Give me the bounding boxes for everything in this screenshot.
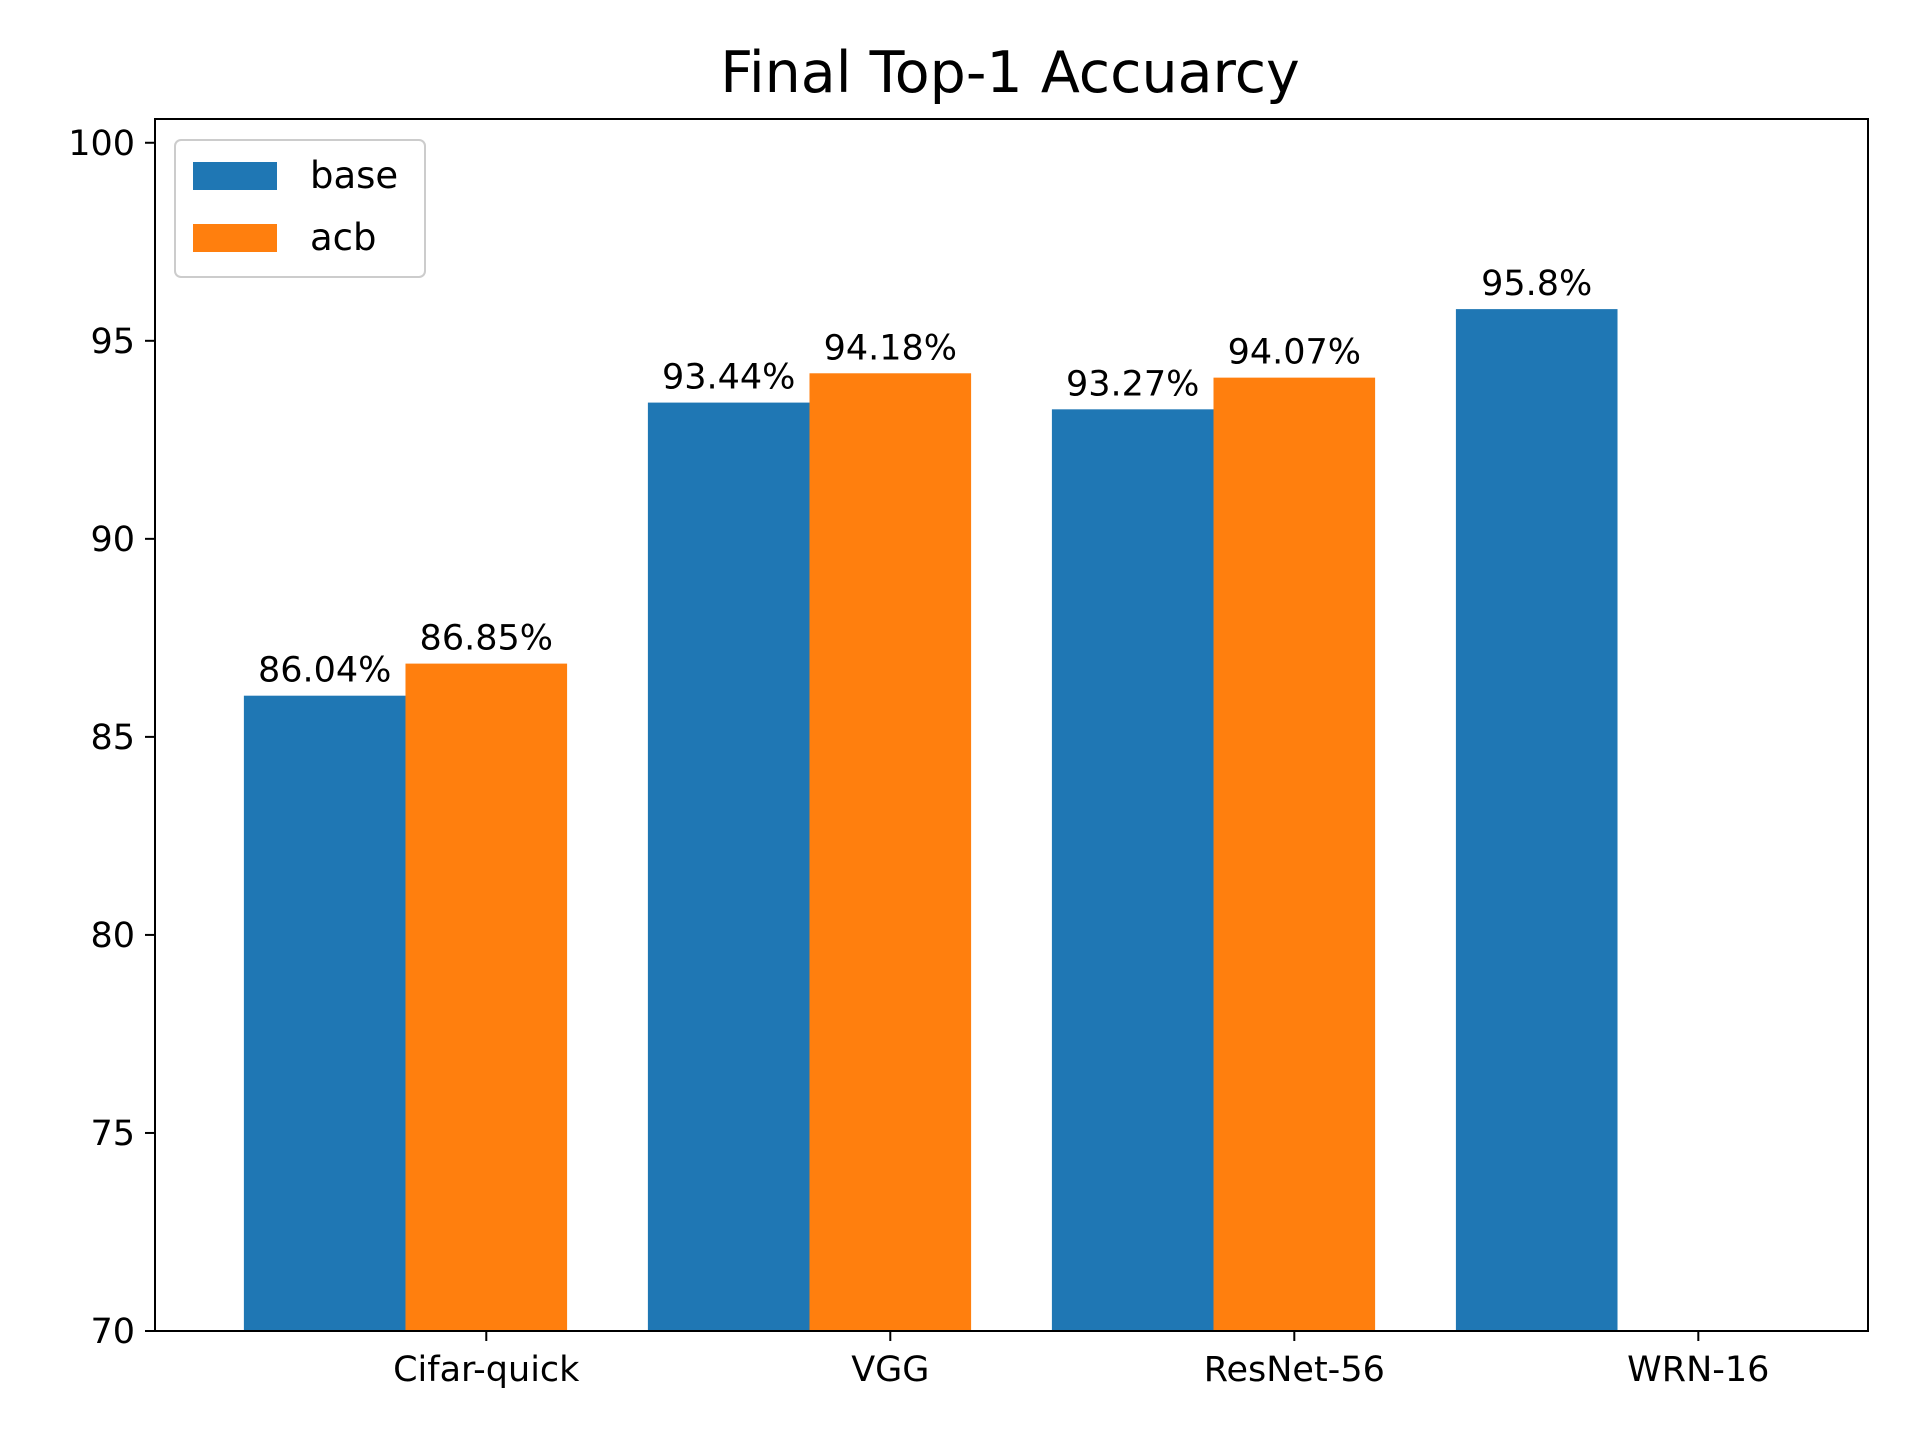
bars-layer xyxy=(243,309,1618,1331)
y-tick-label: 75 xyxy=(90,1114,135,1154)
bar-value-label: 95.8% xyxy=(1481,264,1592,304)
bar-acb-vgg xyxy=(809,373,972,1331)
y-tick-label: 90 xyxy=(90,520,135,560)
bar-acb-cifar-quick xyxy=(405,663,568,1331)
bar-labels-layer: 86.04% 93.44% 93.27% 95.8% 86.85% 94.18% 94.07… xyxy=(258,264,1592,691)
chart-title: Final Top-1 Accuarcy xyxy=(720,40,1300,106)
y-tick-label: 95 xyxy=(90,322,135,362)
bar-value-label: 93.44% xyxy=(662,358,795,398)
y-tick-label: 85 xyxy=(90,718,135,758)
legend-swatch-acb xyxy=(193,224,277,252)
x-tick-label: WRN-16 xyxy=(1627,1350,1769,1390)
axes-layer: 70 75 80 85 90 95 100 Cifar-quick VGG ResNet-56 WR… xyxy=(68,118,1869,1390)
bar-base-resnet-56 xyxy=(1051,409,1214,1331)
bar-value-label: 86.85% xyxy=(420,619,553,659)
plot-frame xyxy=(154,118,1869,1332)
y-tick-label: 70 xyxy=(90,1312,135,1352)
legend-label-base: base xyxy=(310,154,398,197)
x-tick-label: ResNet-56 xyxy=(1204,1350,1385,1390)
bar-base-vgg xyxy=(647,402,810,1331)
legend-label-acb: acb xyxy=(310,216,377,259)
bar-value-label: 86.04% xyxy=(258,651,391,691)
bar-value-label: 93.27% xyxy=(1066,364,1199,404)
x-tick-label: VGG xyxy=(851,1350,929,1390)
bar-base-wrn-16 xyxy=(1455,309,1618,1331)
bar-value-label: 94.18% xyxy=(824,328,957,368)
bar-acb-resnet-56 xyxy=(1213,377,1376,1331)
bar-value-label: 94.07% xyxy=(1228,333,1361,373)
y-tick-label: 80 xyxy=(90,916,135,956)
legend-swatch-base xyxy=(193,162,277,190)
y-tick-label: 100 xyxy=(68,124,135,164)
legend: base acb xyxy=(174,139,426,278)
x-tick-label: Cifar-quick xyxy=(393,1350,580,1390)
bar-base-cifar-quick xyxy=(243,695,406,1331)
